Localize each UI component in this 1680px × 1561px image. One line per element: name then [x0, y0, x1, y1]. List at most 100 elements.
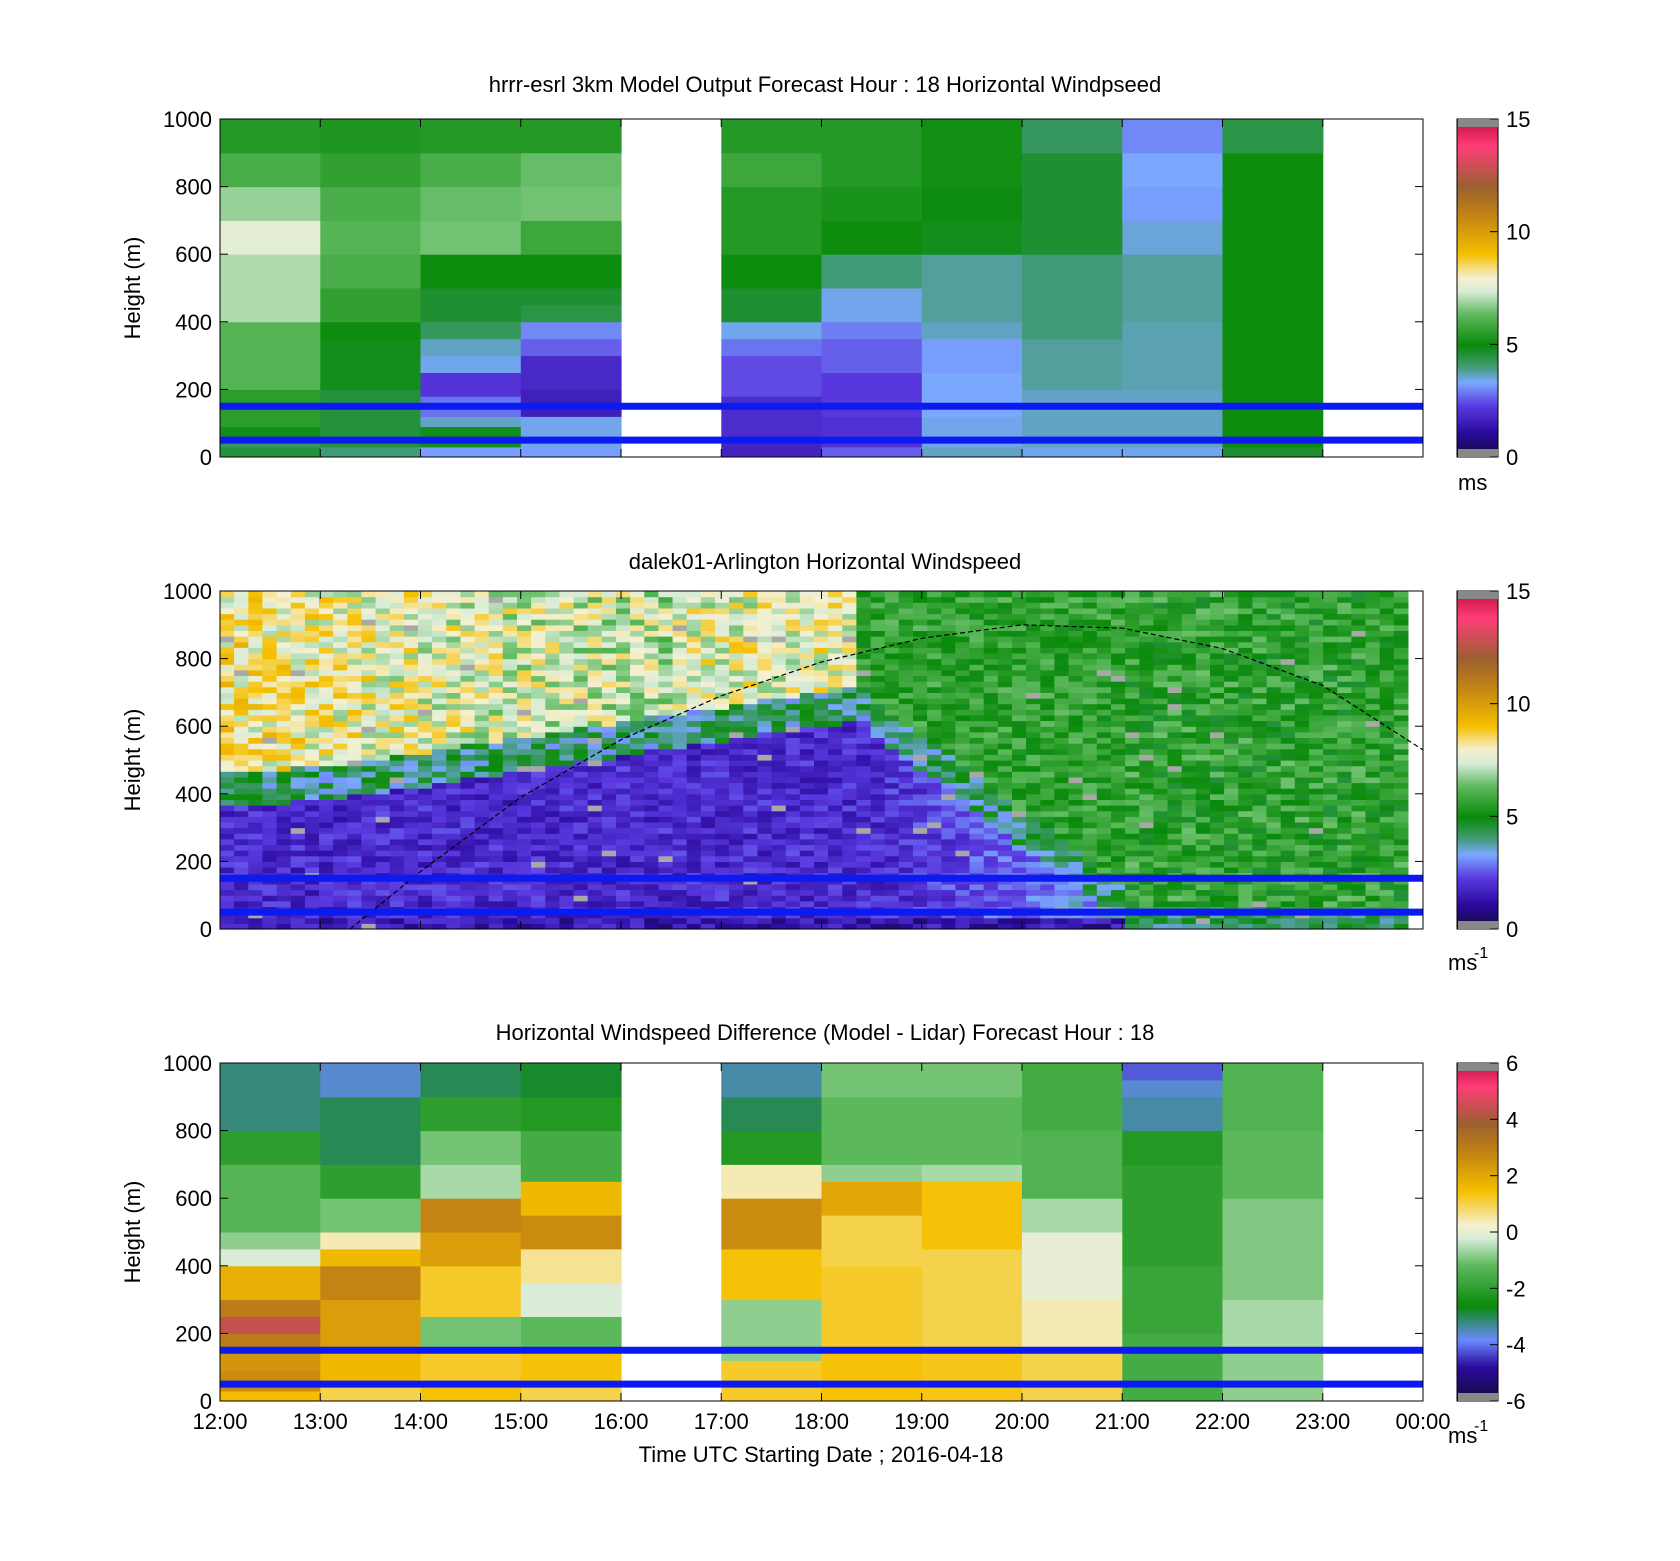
heatmap-cell: [997, 883, 1013, 891]
heatmap-cell: [785, 703, 801, 710]
heatmap-cell: [1309, 703, 1324, 710]
heatmap-cell: [672, 810, 688, 817]
heatmap-cell: [814, 669, 829, 677]
heatmap-cell: [573, 923, 589, 930]
heatmap-cell: [1125, 822, 1140, 829]
heatmap-cell: [856, 850, 872, 857]
heatmap-cell: [587, 726, 603, 733]
heatmap-cell: [333, 731, 348, 738]
heatmap-cell: [771, 822, 787, 829]
heatmap-cell: [856, 867, 872, 874]
heatmap-cell: [1082, 760, 1098, 767]
heatmap-cell: [927, 591, 942, 598]
heatmap-cell: [1238, 900, 1253, 907]
heatmap-cell: [715, 726, 730, 733]
heatmap-cell: [1096, 782, 1112, 789]
heatmap-cell: [658, 799, 674, 806]
heatmap-cell: [1125, 917, 1140, 924]
heatmap-cell: [1040, 838, 1055, 846]
heatmap-cell: [898, 861, 914, 868]
heatmap-cell: [644, 861, 659, 868]
heatmap-cell: [630, 624, 645, 631]
heatmap-cell: [1139, 827, 1154, 834]
heatmap-cell: [488, 737, 504, 744]
heatmap-cell: [729, 883, 744, 891]
heatmap-cell: [248, 833, 263, 840]
heatmap-cell: [432, 664, 447, 671]
heatmap-cell: [1224, 827, 1239, 834]
heatmap-cell: [262, 827, 278, 834]
heatmap-cell: [446, 664, 461, 671]
heatmap-cell: [1153, 917, 1169, 924]
heatmap-cell: [969, 681, 985, 688]
heatmap-cell: [1351, 793, 1367, 800]
heatmap-cell: [870, 782, 886, 789]
heatmap-cell: [531, 686, 546, 693]
heatmap-cell: [983, 703, 999, 710]
heatmap-cell: [248, 675, 263, 682]
heatmap-cell: [1252, 596, 1268, 603]
heatmap-cell: [700, 653, 716, 660]
heatmap-cell: [1294, 799, 1310, 806]
heatmap-cell: [1195, 883, 1211, 891]
heatmap-cell: [616, 760, 631, 767]
heatmap-cell: [304, 613, 320, 620]
heatmap-cell: [375, 844, 391, 851]
heatmap-cell: [771, 607, 787, 615]
heatmap-cell: [1224, 788, 1239, 795]
heatmap-cell: [955, 844, 971, 851]
heatmap-cell: [644, 737, 659, 744]
heatmap-cell: [658, 917, 674, 924]
heatmap-cell: [729, 630, 744, 637]
heatmap-cell: [1096, 883, 1112, 891]
heatmap-cell: [573, 788, 589, 795]
heatmap-cell: [644, 720, 659, 727]
heatmap-cell: [1280, 765, 1296, 772]
heatmap-cell: [658, 675, 674, 682]
heatmap-cell: [559, 624, 575, 631]
heatmap-cell: [771, 900, 787, 907]
heatmap-cell: [420, 288, 522, 323]
heatmap-cell: [955, 743, 971, 750]
heatmap-cell: [927, 760, 942, 767]
heatmap-cell: [502, 838, 518, 846]
heatmap-cell: [418, 681, 433, 688]
heatmap-cell: [700, 850, 716, 857]
heatmap-cell: [1111, 748, 1126, 755]
heatmap-cell: [927, 669, 942, 677]
heatmap-cell: [319, 613, 334, 620]
heatmap-cell: [616, 822, 631, 829]
heatmap-cell: [630, 754, 645, 761]
heatmap-cell: [248, 658, 263, 665]
heatmap-cell: [969, 591, 985, 598]
heatmap-cell: [870, 771, 886, 778]
heatmap-cell: [913, 799, 928, 806]
heatmap-cell: [304, 681, 320, 688]
heatmap-cell: [290, 917, 306, 924]
heatmap-cell: [488, 760, 504, 767]
heatmap-cell: [799, 771, 815, 778]
heatmap-cell: [1181, 799, 1197, 806]
heatmap-cell: [1280, 805, 1296, 812]
heatmap-cell: [1195, 607, 1211, 615]
heatmap-cell: [799, 636, 815, 643]
heatmap-cell: [983, 636, 999, 643]
heatmap-cell: [983, 709, 999, 716]
heatmap-cell: [1238, 799, 1253, 806]
heatmap-cell: [347, 900, 362, 907]
heatmap-cell: [927, 816, 942, 823]
heatmap-cell: [248, 765, 263, 772]
heatmap-cell: [686, 737, 702, 744]
heatmap-cell: [1139, 664, 1154, 671]
heatmap-cell: [1026, 889, 1041, 896]
heatmap-cell: [1238, 591, 1253, 598]
heatmap-cell: [1122, 446, 1224, 458]
heatmap-cell: [320, 338, 422, 390]
heatmap-cell: [531, 714, 546, 722]
heatmap-cell: [757, 709, 773, 716]
heatmap-cell: [234, 782, 249, 789]
heatmap-cell: [375, 861, 391, 868]
heatmap-cell: [1181, 658, 1197, 665]
heatmap-cell: [771, 844, 787, 851]
